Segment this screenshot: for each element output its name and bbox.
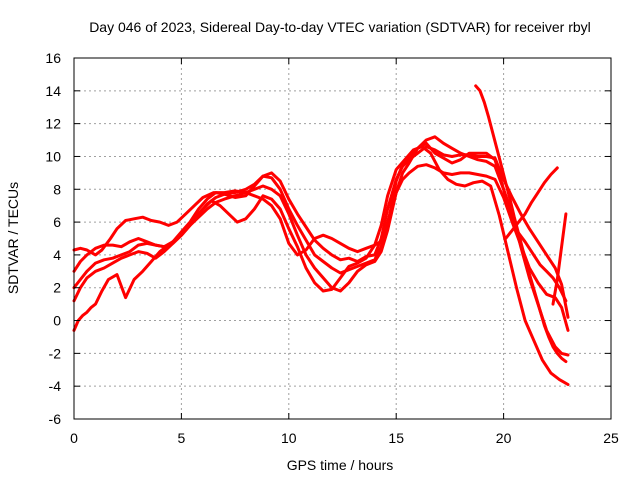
x-tick-label: 10 xyxy=(281,430,297,446)
y-tick-label: 10 xyxy=(45,148,61,164)
x-tick-label: 20 xyxy=(496,430,512,446)
y-axis-label: SDTVAR / TECUs xyxy=(5,182,21,294)
series-line-7 xyxy=(504,166,559,240)
series-line-8 xyxy=(551,212,568,306)
x-axis-label: GPS time / hours xyxy=(287,457,394,473)
series-group xyxy=(72,84,570,386)
y-tick-label: -4 xyxy=(49,378,62,394)
x-tick-label: 5 xyxy=(178,430,186,446)
y-tick-label: 8 xyxy=(53,181,61,197)
chart-title: Day 046 of 2023, Sidereal Day-to-day VTE… xyxy=(89,19,591,35)
y-tick-label: 14 xyxy=(45,83,61,99)
series-line-3 xyxy=(72,145,570,319)
y-tick-label: -2 xyxy=(49,345,62,361)
x-tick-label: 15 xyxy=(388,430,404,446)
y-tick-label: 12 xyxy=(45,116,61,132)
y-tick-label: 4 xyxy=(53,247,61,263)
series-line-6 xyxy=(474,84,568,364)
y-tick-label: 0 xyxy=(53,313,61,329)
tick-labels: 0 5 10 15 20 25 -6 -4 -2 0 2 4 6 8 10 12 14 16 xyxy=(45,50,619,446)
x-tick-label: 0 xyxy=(70,430,78,446)
y-tick-label: -6 xyxy=(49,411,62,427)
series-line-5 xyxy=(72,145,570,386)
plot-frame xyxy=(73,57,612,420)
y-tick-label: 6 xyxy=(53,214,61,230)
grid xyxy=(74,58,611,419)
y-tick-label: 2 xyxy=(53,280,61,296)
x-tick-label: 25 xyxy=(603,430,619,446)
y-tick-label: 16 xyxy=(45,50,61,66)
